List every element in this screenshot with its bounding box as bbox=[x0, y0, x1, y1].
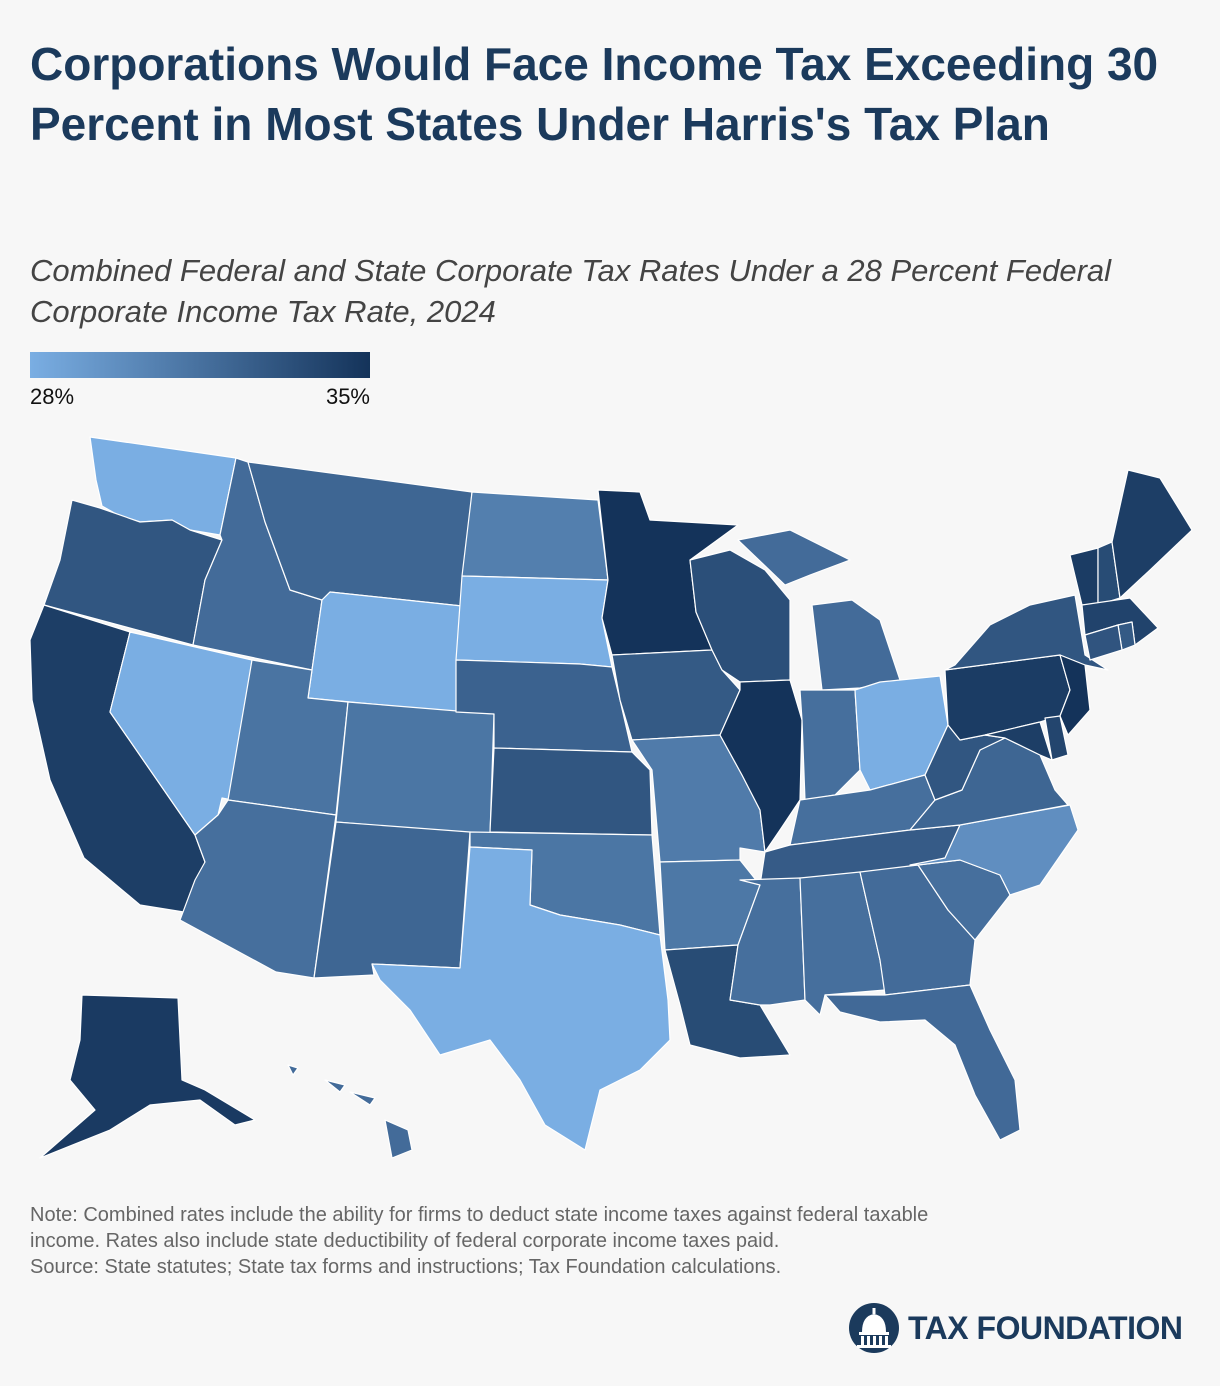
state-ny bbox=[944, 594, 1109, 671]
note-line-2: income. Rates also include state deducti… bbox=[30, 1230, 780, 1252]
legend-color-bar bbox=[30, 352, 370, 378]
state-hi bbox=[287, 1064, 413, 1159]
state-ks bbox=[489, 747, 653, 836]
note-line-1: Note: Combined rates include the ability… bbox=[30, 1204, 929, 1226]
state-ct bbox=[1084, 624, 1123, 661]
legend-min-label: 28% bbox=[30, 384, 75, 409]
legend-max-label: 35% bbox=[325, 384, 370, 409]
state-co bbox=[335, 701, 495, 836]
capitol-dome-icon bbox=[849, 1303, 899, 1353]
note: Note: Combined rates include the ability… bbox=[30, 1202, 1190, 1280]
state-de bbox=[1044, 715, 1069, 761]
chart-title: Corporations Would Face Income Tax Excee… bbox=[30, 38, 1159, 150]
state-fl bbox=[824, 984, 1021, 1141]
state-nj bbox=[1059, 654, 1091, 736]
state-nd bbox=[461, 491, 609, 581]
state-md bbox=[984, 721, 1053, 761]
state-in bbox=[799, 689, 861, 801]
state-wy bbox=[307, 591, 463, 713]
tax-foundation-logo: TAX FOUNDATION bbox=[848, 1298, 1183, 1358]
state-sd bbox=[455, 575, 613, 668]
state-nc bbox=[909, 804, 1079, 896]
state-me bbox=[1111, 469, 1193, 599]
state-tx bbox=[371, 846, 671, 1151]
chart-subtitle: Combined Federal and State Corporate Tax… bbox=[30, 253, 1112, 329]
state-ak bbox=[39, 994, 256, 1159]
state-nm bbox=[313, 821, 471, 979]
brand-name: TAX FOUNDATION bbox=[908, 1309, 1183, 1346]
source-line: Source: State statutes; State tax forms … bbox=[30, 1256, 782, 1278]
us-choropleth-map bbox=[29, 436, 1193, 1159]
